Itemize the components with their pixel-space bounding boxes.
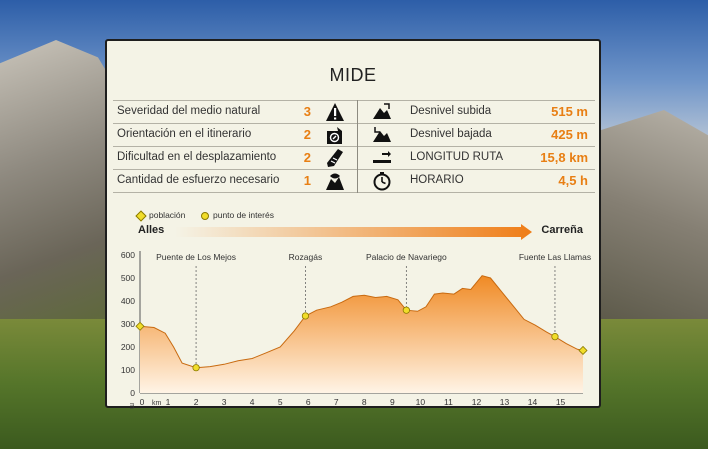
poi-marker [192, 364, 200, 372]
stat-row-horario: HORARIO 4,5 h [358, 170, 595, 192]
poi-label: Rozagás [289, 252, 323, 262]
boot-icon [327, 149, 343, 167]
descent-icon [373, 127, 391, 142]
mide-row-severidad: Severidad del medio natural 3 [113, 101, 357, 123]
x-tick-label: 11 [444, 397, 453, 407]
x-tick-label: 5 [278, 397, 283, 407]
legend-town-label: población [149, 210, 186, 220]
x-axis-unit: km [152, 400, 162, 407]
y-tick-label: 500 [121, 273, 135, 283]
x-tick-label: 8 [362, 397, 367, 407]
row-label: HORARIO [410, 174, 464, 186]
stat-row-desnivel-bajada: Desnivel bajada 425 m [358, 124, 595, 146]
stat-row-desnivel-subida: Desnivel subida 515 m [358, 101, 595, 123]
x-tick-label: 6 [306, 397, 311, 407]
y-tick-label: 600 [121, 250, 135, 260]
x-tick-label: 7 [334, 397, 339, 407]
poi-marker [301, 312, 310, 320]
mide-row-orientacion: Orientación en el itinerario 2 [113, 124, 357, 146]
distance-icon [373, 151, 391, 163]
route-direction-arrow [175, 224, 532, 240]
column-divider [357, 100, 358, 193]
y-axis-unit: m [128, 403, 135, 409]
x-tick-label: 12 [472, 397, 482, 407]
row-label: Desnivel bajada [410, 128, 492, 140]
row-value: 1 [303, 173, 311, 188]
elevation-area [140, 275, 583, 393]
poi-label: Puente de Los Mejos [156, 252, 236, 262]
x-tick-label: 4 [250, 397, 255, 407]
legend-poi-label: punto de interés [213, 210, 274, 220]
right-mountain [598, 110, 708, 320]
effort-icon [326, 173, 344, 190]
mide-row-esfuerzo: Cantidad de esfuerzo necesario 1 [113, 170, 357, 192]
row-label: LONGITUD RUTA [410, 151, 504, 163]
row-label: Desnivel subida [410, 105, 492, 117]
legend-poi: punto de interés [201, 210, 274, 220]
clock-icon [373, 172, 391, 191]
row-value: 2 [303, 150, 311, 165]
poi-label: Palacio de Navariego [366, 252, 447, 262]
row-label: Dificultad en el desplazamiento [117, 151, 277, 163]
row-label: Orientación en el itinerario [117, 128, 252, 140]
warning-icon [326, 103, 344, 121]
poi-marker [402, 306, 410, 314]
y-tick-label: 100 [121, 365, 135, 375]
legend-town: población [135, 210, 186, 222]
poi-label: Fuente Las Llamas [519, 252, 591, 262]
x-tick-label: 15 [556, 397, 566, 407]
row-value: 15,8 km [540, 150, 588, 165]
x-tick-label: 3 [222, 397, 227, 407]
x-tick-label: 9 [390, 397, 395, 407]
row-label: Severidad del medio natural [117, 105, 261, 117]
y-tick-label: 200 [121, 342, 135, 352]
x-tick-label: 10 [416, 397, 426, 407]
row-value: 425 m [551, 127, 588, 142]
orientation-icon [327, 127, 342, 144]
route-end-label: Carreña [541, 224, 583, 236]
poi-marker [551, 333, 559, 341]
town-marker [578, 345, 588, 356]
elevation-line [139, 275, 584, 369]
mide-row-dificultad: Dificultad en el desplazamiento 2 [113, 147, 357, 169]
y-tick-label: 400 [121, 296, 135, 306]
row-value: 515 m [551, 104, 588, 119]
row-divider [113, 100, 595, 101]
row-value: 4,5 h [558, 173, 588, 188]
stat-row-longitud: LONGITUD RUTA 15,8 km [358, 147, 595, 169]
circle-marker-icon [201, 211, 209, 220]
row-value: 3 [303, 104, 311, 119]
row-value: 2 [303, 127, 311, 142]
x-tick-label: 0 [140, 397, 145, 407]
row-label: Cantidad de esfuerzo necesario [117, 174, 280, 186]
row-divider [113, 169, 595, 170]
row-divider [113, 123, 595, 124]
ascent-icon [373, 103, 391, 119]
x-tick-label: 2 [194, 397, 199, 407]
town-marker [135, 321, 145, 331]
route-info-panel: MIDE Severidad del medio natural 3 Orien… [105, 39, 601, 409]
x-tick-label: 1 [166, 397, 171, 407]
route-start-label: Alles [138, 224, 164, 236]
x-tick-label: 13 [500, 397, 510, 407]
row-divider [113, 192, 595, 193]
y-tick-label: 0 [130, 388, 135, 398]
x-tick-label: 14 [528, 397, 538, 407]
y-tick-label: 300 [121, 319, 135, 329]
row-divider [113, 146, 595, 147]
panel-title: MIDE [329, 65, 377, 85]
